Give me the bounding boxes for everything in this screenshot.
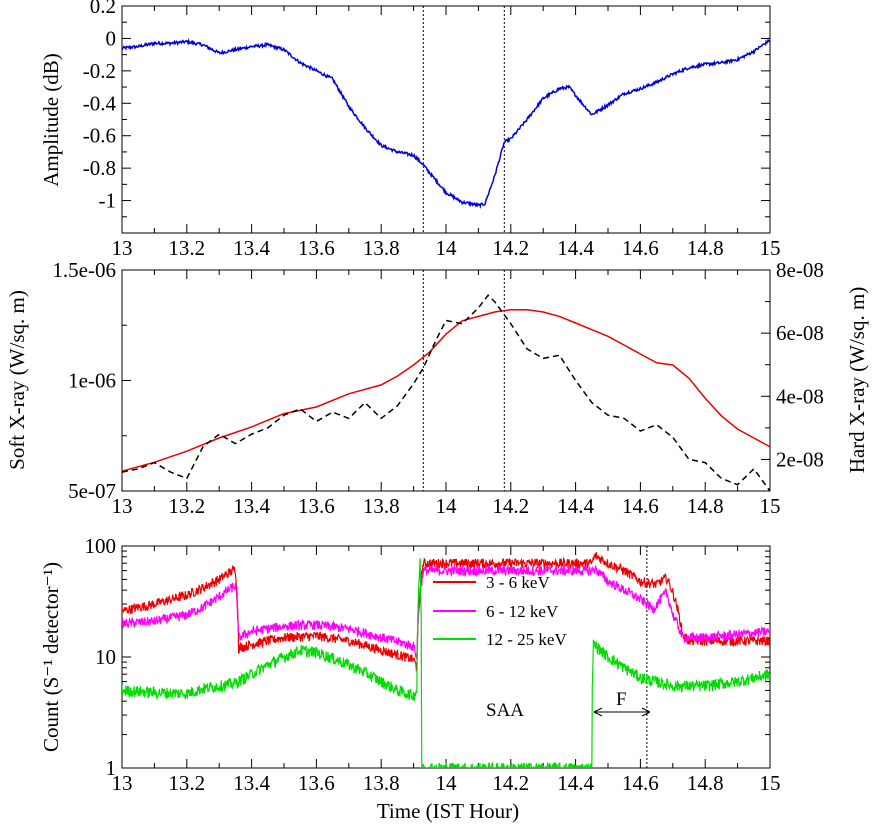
y-tick-label: -0.4 (83, 91, 117, 115)
amplitude-plot-frame (121, 5, 771, 234)
x-tick-label: 14.6 (622, 494, 659, 518)
y-tick-label: 1e-06 (68, 369, 116, 393)
x-tick-label: 14.6 (622, 771, 659, 795)
y-tick-label: 100 (85, 534, 117, 558)
y-tick-label: -0.6 (83, 124, 116, 148)
x-tick-label: 13.4 (233, 494, 270, 518)
count-y-label: Count (S⁻¹ detector⁻¹) (39, 562, 63, 752)
x-tick-label: 13.6 (298, 771, 335, 795)
series-line-2-0 (122, 552, 770, 672)
series-line-1-0 (122, 309, 770, 472)
x-tick-label: 14 (436, 236, 458, 260)
amplitude-ticks: 13 13.2 13.4 13.6 13.8 14 14.2 14.4 14.6 14.8 15 0.… (83, 0, 781, 260)
xray-ticks: 13 13.2 13.4 13.6 13.8 14 14.2 14.4 14.6 14.8 15 1.… (52, 258, 823, 518)
x-tick-label: 13.8 (363, 771, 400, 795)
xray-series (122, 294, 770, 491)
x-tick-label: 13.2 (168, 771, 205, 795)
x-tick-label: 14 (436, 494, 458, 518)
x-tick-label: 15 (760, 236, 781, 260)
x-tick-label: 13.6 (298, 236, 335, 260)
x-tick-label: 14.4 (557, 494, 594, 518)
x-tick-label: 14.6 (622, 236, 659, 260)
y-tick-label: 0 (106, 26, 117, 50)
series-line-2-2 (122, 558, 770, 768)
y2-tick-label: 6e-08 (776, 321, 824, 345)
series-line-0-0 (122, 37, 770, 210)
series-line-2-1 (122, 564, 770, 660)
x-tick-label: 15 (760, 494, 781, 518)
y-tick-label: -0.8 (83, 156, 116, 180)
amplitude-series (122, 37, 770, 210)
amplitude-panel: 13 13.2 13.4 13.6 13.8 14 14.2 14.4 14.6 14.8 15 0.… (39, 0, 781, 260)
y-tick-label: 5e-07 (68, 479, 116, 503)
x-tick-label: 13 (112, 771, 133, 795)
series-line-1-1 (122, 294, 770, 491)
y-tick-label: 10 (95, 645, 116, 669)
soft-xray-y-label: Soft X-ray (W/sq. m) (5, 290, 29, 470)
y-tick-label: -0.2 (83, 59, 116, 83)
xray-plot-frame (121, 269, 771, 492)
x-tick-label: 14.8 (687, 771, 724, 795)
legend-label-3-6kev: 3 - 6 keV (486, 573, 550, 592)
amplitude-vlines (422, 6, 505, 233)
x-tick-label: 14.4 (557, 236, 594, 260)
x-tick-label: 13.2 (168, 236, 205, 260)
x-tick-label: 13.2 (168, 494, 205, 518)
y-tick-label: -1 (99, 189, 117, 213)
x-tick-label: 13 (112, 236, 133, 260)
y-tick-label: 1.5e-06 (52, 258, 116, 282)
legend-label-12-25kev: 12 - 25 keV (486, 630, 567, 649)
time-x-label: Time (IST Hour) (377, 799, 519, 823)
y2-tick-label: 4e-08 (776, 384, 824, 408)
hard-xray-y-label: Hard X-ray (W/sq. m) (845, 287, 869, 474)
x-tick-label: 14.2 (492, 494, 529, 518)
x-tick-label: 14.8 (687, 494, 724, 518)
saa-annotation: SAA (486, 700, 524, 721)
y2-tick-label: 2e-08 (776, 447, 824, 471)
x-tick-label: 13.8 (363, 494, 400, 518)
xray-panel: 13 13.2 13.4 13.6 13.8 14 14.2 14.4 14.6 14.8 15 1.… (5, 258, 869, 518)
x-tick-label: 14.4 (557, 771, 594, 795)
y-tick-label: 0.2 (90, 0, 116, 18)
x-tick-label: 15 (760, 771, 781, 795)
x-tick-label: 14.8 (687, 236, 724, 260)
x-tick-label: 14.2 (492, 236, 529, 260)
x-tick-label: 13.6 (298, 494, 335, 518)
flare-arrow (593, 707, 651, 717)
x-tick-label: 13 (112, 494, 133, 518)
x-tick-label: 14.2 (492, 771, 529, 795)
legend-label-6-12kev: 6 - 12 keV (486, 602, 559, 621)
xray-vlines (422, 270, 505, 491)
x-tick-label: 14 (436, 771, 458, 795)
count-series (122, 552, 770, 768)
x-tick-label: 13.4 (233, 236, 270, 260)
x-tick-label: 13.4 (233, 771, 270, 795)
y-tick-label: 1 (106, 756, 117, 780)
count-panel: 13 13.2 13.4 13.6 13.8 14 14.2 14.4 14.6 14.8 15 10… (39, 534, 781, 823)
y2-tick-label: 8e-08 (776, 258, 824, 282)
count-legend: 3 - 6 keV 6 - 12 keV 12 - 25 keV (433, 573, 567, 649)
amplitude-y-label: Amplitude (dB) (39, 53, 63, 187)
flare-annotation: F (616, 689, 627, 710)
count-ticks: 13 13.2 13.4 13.6 13.8 14 14.2 14.4 14.6 14.8 15 10… (85, 534, 781, 795)
x-tick-label: 13.8 (363, 236, 400, 260)
